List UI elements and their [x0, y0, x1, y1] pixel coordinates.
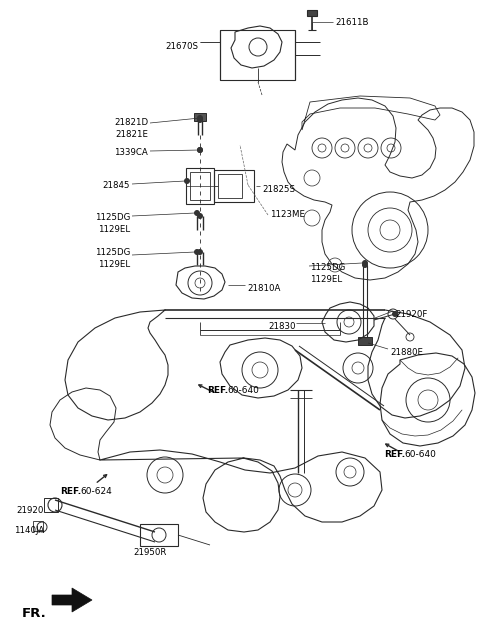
Text: FR.: FR.	[22, 607, 47, 620]
Text: 60-640: 60-640	[227, 386, 259, 395]
Text: 21845: 21845	[103, 181, 130, 190]
Circle shape	[362, 260, 368, 266]
Text: REF.: REF.	[207, 386, 228, 395]
Bar	[220, 30, 295, 80]
Circle shape	[194, 249, 200, 255]
Text: 21670S: 21670S	[165, 42, 198, 51]
Circle shape	[392, 311, 398, 317]
Text: 21611B: 21611B	[335, 18, 369, 27]
Polygon shape	[52, 588, 92, 612]
Text: 1129EL: 1129EL	[98, 260, 130, 269]
Text: 1129EL: 1129EL	[98, 225, 130, 234]
Text: 21821D: 21821D	[114, 118, 148, 127]
Text: 21950R: 21950R	[133, 548, 167, 557]
Circle shape	[197, 147, 203, 153]
Text: 1125DG: 1125DG	[95, 248, 130, 257]
Text: REF.: REF.	[60, 487, 81, 496]
Bar	[194, 113, 206, 121]
Text: 1129EL: 1129EL	[310, 275, 342, 284]
Circle shape	[197, 249, 203, 255]
Text: 1140JA: 1140JA	[14, 526, 44, 535]
Bar	[218, 174, 242, 198]
Text: 60-640: 60-640	[404, 450, 436, 459]
Text: 1123ME: 1123ME	[270, 210, 305, 219]
Text: 21830: 21830	[268, 322, 296, 331]
Text: 60-624: 60-624	[80, 487, 112, 496]
Bar	[140, 524, 178, 546]
Bar	[33, 521, 43, 531]
Text: 21920: 21920	[17, 506, 44, 515]
Bar	[190, 172, 210, 200]
Text: 1339CA: 1339CA	[114, 148, 148, 157]
Bar	[307, 10, 317, 16]
Text: 1125DG: 1125DG	[310, 263, 346, 272]
Circle shape	[362, 262, 368, 268]
Text: 1125DG: 1125DG	[95, 213, 130, 222]
Bar	[44, 498, 58, 512]
Circle shape	[194, 210, 200, 216]
Circle shape	[197, 147, 203, 153]
Text: 21880E: 21880E	[390, 348, 423, 357]
Text: 21920F: 21920F	[395, 310, 427, 319]
Bar	[214, 170, 254, 202]
Text: REF.: REF.	[384, 450, 405, 459]
Text: 21810A: 21810A	[247, 284, 280, 293]
Circle shape	[184, 178, 190, 184]
Circle shape	[197, 115, 203, 121]
Bar	[186, 168, 214, 204]
Text: 21821E: 21821E	[115, 130, 148, 139]
Bar	[358, 337, 372, 345]
Circle shape	[197, 213, 203, 219]
Circle shape	[197, 117, 203, 123]
Text: 21825S: 21825S	[262, 185, 295, 194]
